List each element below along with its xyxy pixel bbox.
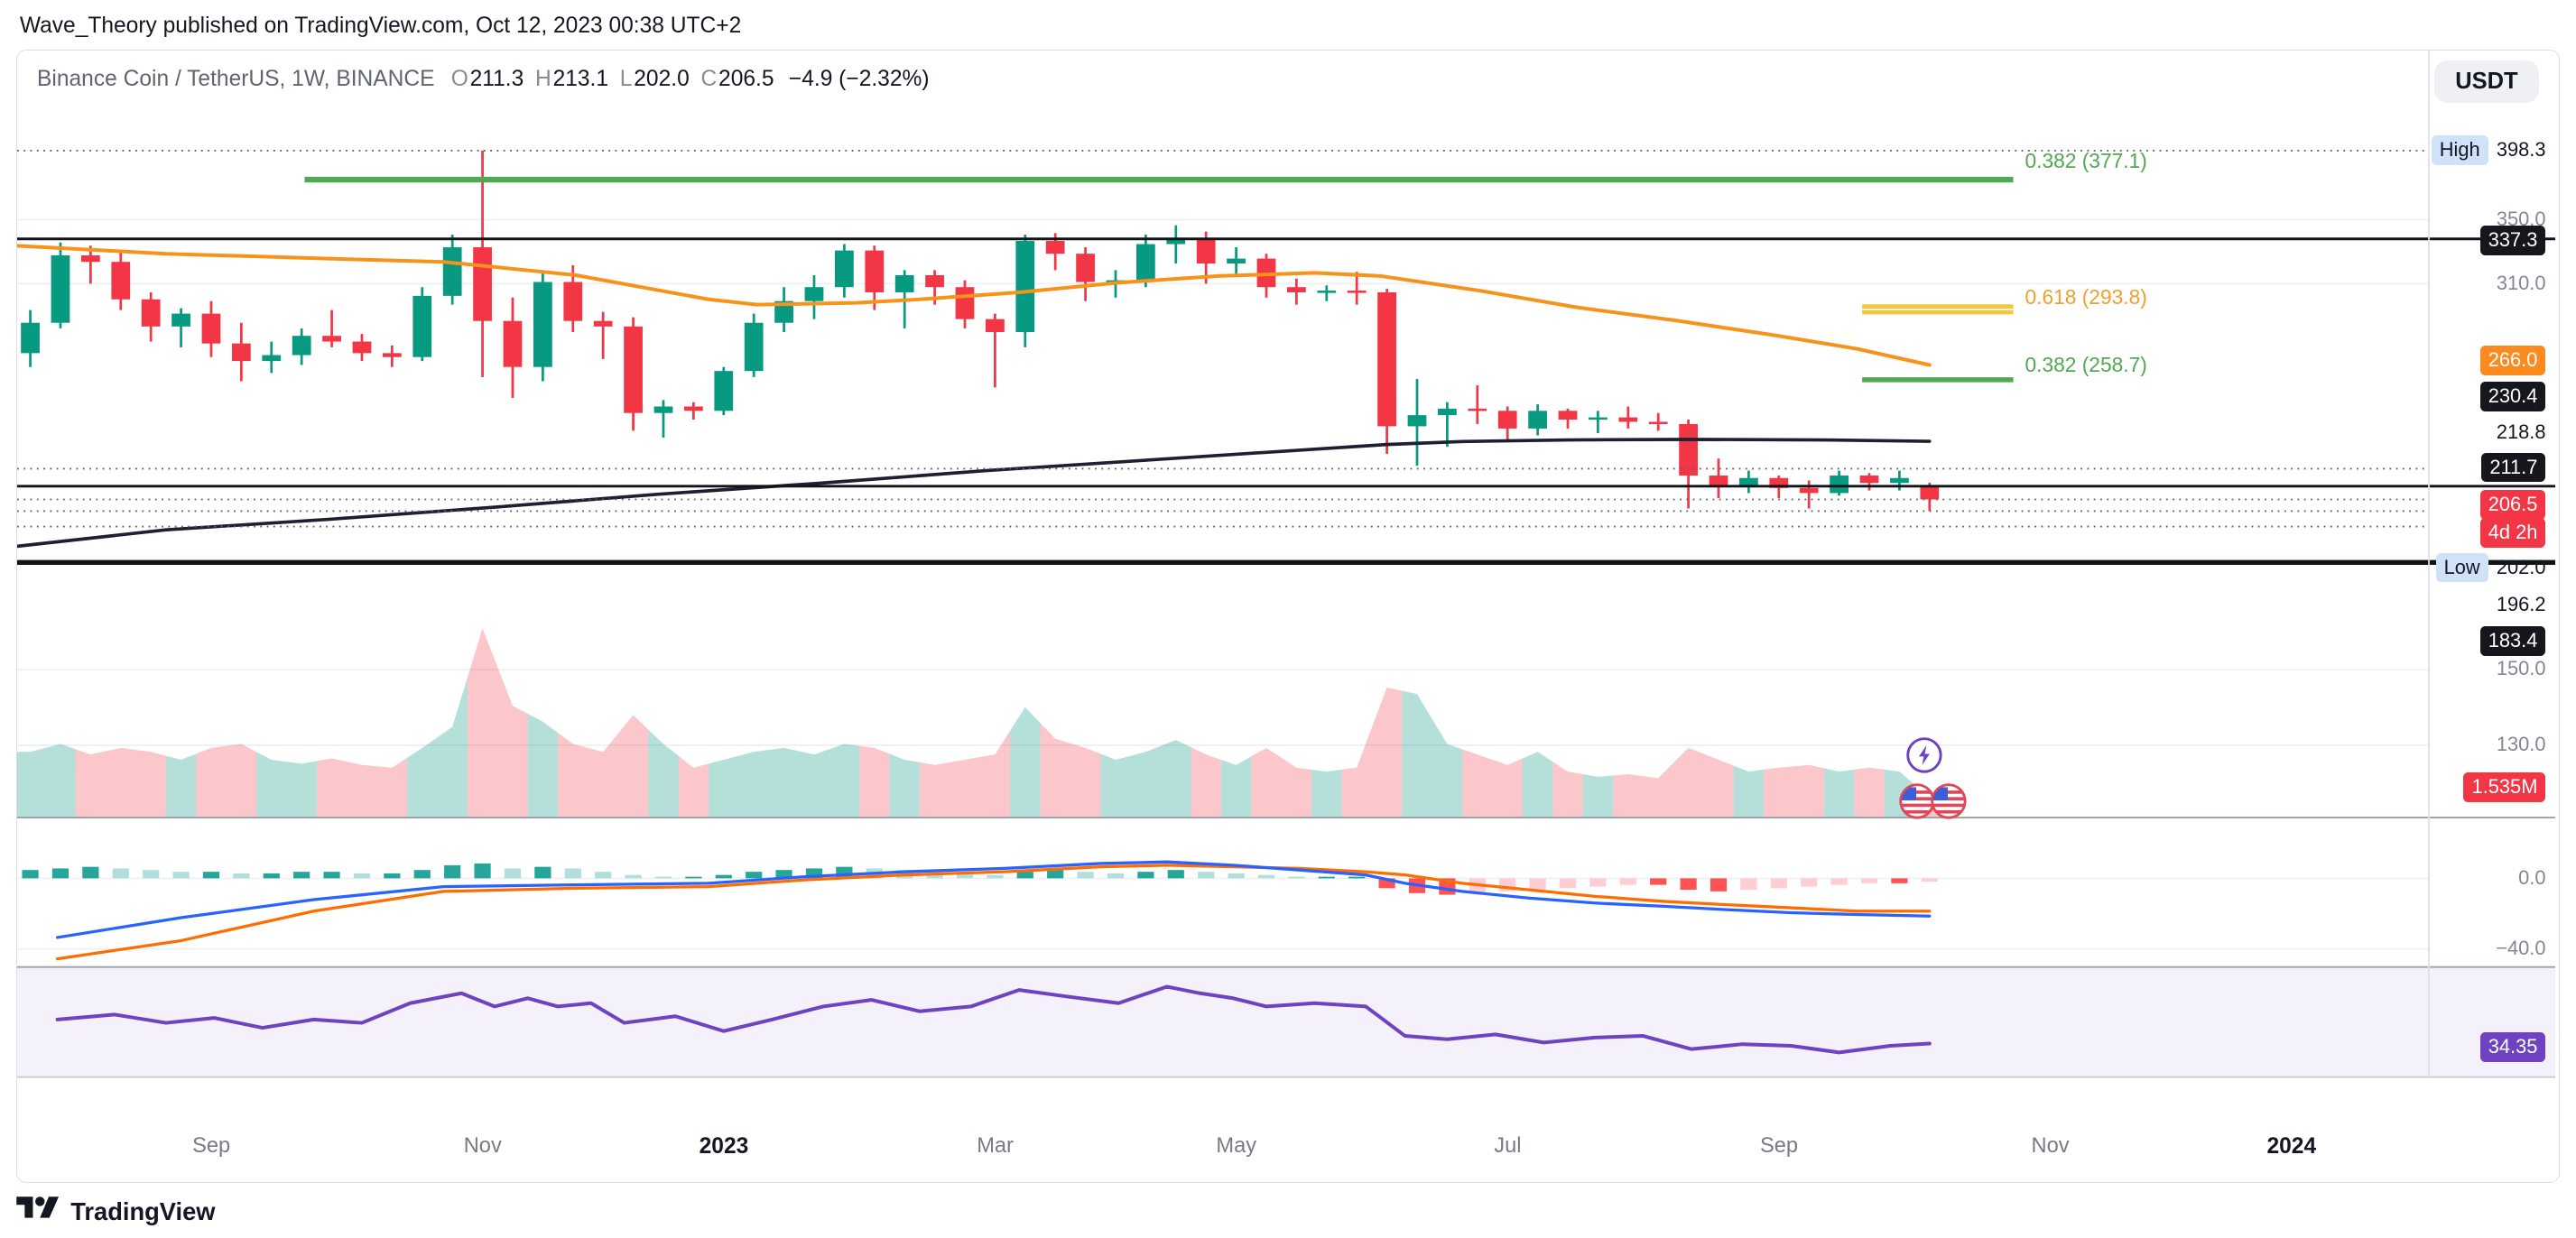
ohlc-open: O 211.3 xyxy=(451,67,524,92)
publish-caption: Wave_Theory published on TradingView.com… xyxy=(19,13,742,38)
axis-tick-label: 310.0 xyxy=(2496,271,2546,294)
tradingview-footer-link[interactable]: TradingView xyxy=(16,1192,216,1231)
time-axis-label: Sep xyxy=(1759,1133,1799,1158)
low-value: 202.0 xyxy=(634,66,690,91)
chart-card: Binance Coin / TetherUS, 1W, BINANCE O 21… xyxy=(16,49,2561,1183)
high-pill: High xyxy=(2431,135,2488,165)
price-badge: 34.35 xyxy=(2479,1032,2546,1062)
axis-tick-label: 0.0 xyxy=(2518,865,2546,889)
high-price-value: 398.3 xyxy=(2496,138,2546,162)
ohlc-high: H 213.1 xyxy=(535,67,608,92)
price-badge: 183.4 xyxy=(2479,626,2546,657)
lightning-event-icon[interactable] xyxy=(1905,736,1943,781)
tradingview-brand-text: TradingView xyxy=(70,1197,216,1226)
price-badge: 4d 2h xyxy=(2479,518,2546,549)
open-label: O xyxy=(450,66,468,91)
ohlc-low: L 202.0 xyxy=(620,67,690,92)
range-low-label: Low 202.0 xyxy=(2435,552,2546,583)
change-value: −4.9 (−2.32%) xyxy=(788,66,930,91)
time-axis-label: Sep xyxy=(192,1133,231,1158)
flag-event-icon[interactable] xyxy=(1898,782,1936,827)
time-axis-label: 2024 xyxy=(2266,1133,2317,1159)
high-label: H xyxy=(535,66,551,91)
range-high-label: High 398.3 xyxy=(2431,135,2546,165)
fib-level-label: 0.618 (293.8) xyxy=(2025,284,2147,309)
price-badge: 266.0 xyxy=(2479,346,2546,375)
time-axis-label: 2023 xyxy=(699,1133,749,1159)
time-axis-label: May xyxy=(1216,1133,1257,1158)
price-badge: 206.5 xyxy=(2479,490,2546,521)
price-level-label: 218.8 xyxy=(2496,420,2546,444)
price-badge: 211.7 xyxy=(2481,452,2546,483)
time-axis-label: Nov xyxy=(2031,1133,2070,1158)
legend: Binance Coin / TetherUS, 1W, BINANCE O 21… xyxy=(37,67,930,92)
price-badge: 1.535M xyxy=(2463,772,2546,803)
time-axis-label: Mar xyxy=(977,1133,1014,1158)
tradingview-logo-icon xyxy=(16,1192,60,1231)
currency-toggle-button[interactable]: USDT xyxy=(2433,60,2540,103)
price-level-label: 196.2 xyxy=(2496,593,2546,616)
axis-tick-label: 150.0 xyxy=(2496,657,2546,680)
close-value: 206.5 xyxy=(718,66,774,91)
ohlc-close: C 206.5 xyxy=(700,67,774,92)
flag-event-icon[interactable] xyxy=(1930,782,1968,827)
open-value: 211.3 xyxy=(469,66,524,91)
low-pill: Low xyxy=(2435,552,2488,583)
chart-canvas[interactable] xyxy=(17,50,2556,1178)
fib-level-label: 0.382 (377.1) xyxy=(2025,148,2147,172)
price-badge: 337.3 xyxy=(2479,226,2546,256)
close-label: C xyxy=(700,66,718,91)
symbol-title[interactable]: Binance Coin / TetherUS, 1W, BINANCE xyxy=(37,66,435,91)
time-axis-label: Jul xyxy=(1494,1133,1522,1158)
price-badge: 230.4 xyxy=(2479,382,2546,412)
fib-level-label: 0.382 (258.7) xyxy=(2025,352,2147,376)
axis-tick-label: 130.0 xyxy=(2496,733,2546,756)
low-price-value: 202.0 xyxy=(2496,555,2546,578)
time-axis-label: Nov xyxy=(463,1133,502,1158)
high-value: 213.1 xyxy=(552,66,609,91)
axis-tick-label: −40.0 xyxy=(2496,936,2546,959)
low-label: L xyxy=(619,66,633,91)
